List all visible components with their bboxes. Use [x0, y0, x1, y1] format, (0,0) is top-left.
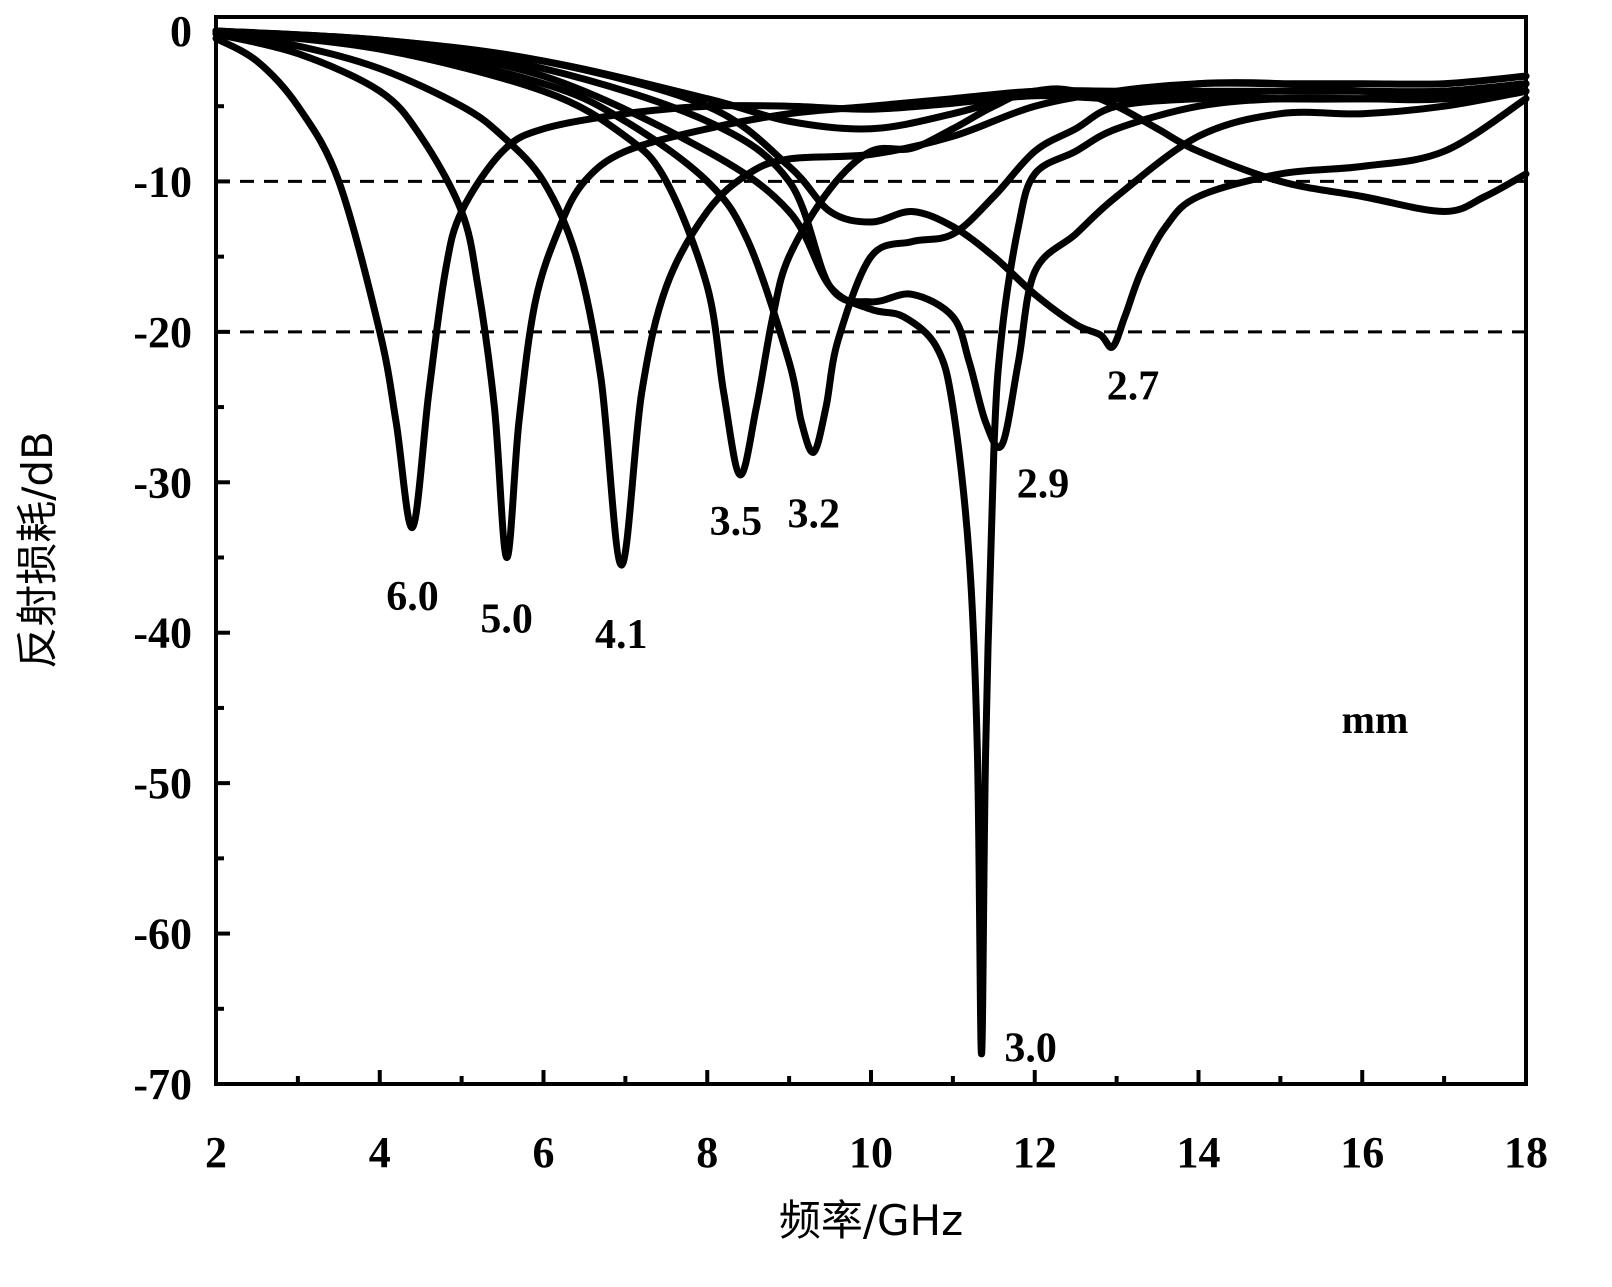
peak-label-4-1: 4.1 [595, 612, 648, 658]
peak-label-3-2: 3.2 [787, 491, 840, 537]
y-axis-title: 反射损耗/dB [13, 431, 62, 669]
x-axis-title: 频率/GHz [779, 1196, 963, 1245]
y-tick-labels: 0 -10 -20 -30 -40 -50 -60 -70 [133, 7, 192, 1109]
y-tick-label: -20 [133, 308, 192, 357]
curve-5-0-mm [212, 30, 1530, 562]
y-tick-label: -50 [133, 759, 192, 808]
y-tick-label: 0 [170, 7, 192, 56]
y-tick-label: -70 [133, 1060, 192, 1109]
x-tick-label: 6 [533, 1128, 555, 1177]
axis-ticks [214, 29, 1528, 1086]
curve-2-9-mm [212, 27, 1530, 451]
x-tick-label: 4 [369, 1128, 391, 1177]
y-tick-label: -60 [133, 910, 192, 959]
curve-3-0-mm [212, 27, 1530, 1058]
y-tick-label: -40 [133, 609, 192, 658]
x-tick-labels: 2 4 6 8 10 12 14 16 18 [205, 1128, 1548, 1177]
x-tick-label: 18 [1504, 1128, 1548, 1177]
peak-label-5-0: 5.0 [480, 597, 533, 643]
x-tick-label: 16 [1340, 1128, 1384, 1177]
peak-label-3-5: 3.5 [710, 499, 763, 545]
peak-label-3-0: 3.0 [1004, 1025, 1057, 1071]
curve-unlabeled-8 [212, 27, 1530, 215]
peak-label-6-0: 6.0 [386, 574, 439, 620]
curves [212, 27, 1530, 1058]
x-tick-label: 12 [1013, 1128, 1057, 1177]
peak-label-2-7: 2.7 [1107, 364, 1160, 410]
plot-frame [214, 15, 1528, 1086]
peak-annotations: 6.0 5.0 4.1 3.5 3.2 2.9 2.7 3.0 [386, 364, 1159, 1072]
unit-note: mm [1342, 697, 1409, 742]
x-tick-label: 10 [849, 1128, 893, 1177]
x-tick-label: 2 [205, 1128, 227, 1177]
x-tick-label: 8 [696, 1128, 718, 1177]
y-tick-label: -30 [133, 458, 192, 507]
peak-label-2-9: 2.9 [1017, 461, 1070, 507]
x-tick-label: 14 [1177, 1128, 1221, 1177]
y-tick-label: -10 [133, 157, 192, 206]
